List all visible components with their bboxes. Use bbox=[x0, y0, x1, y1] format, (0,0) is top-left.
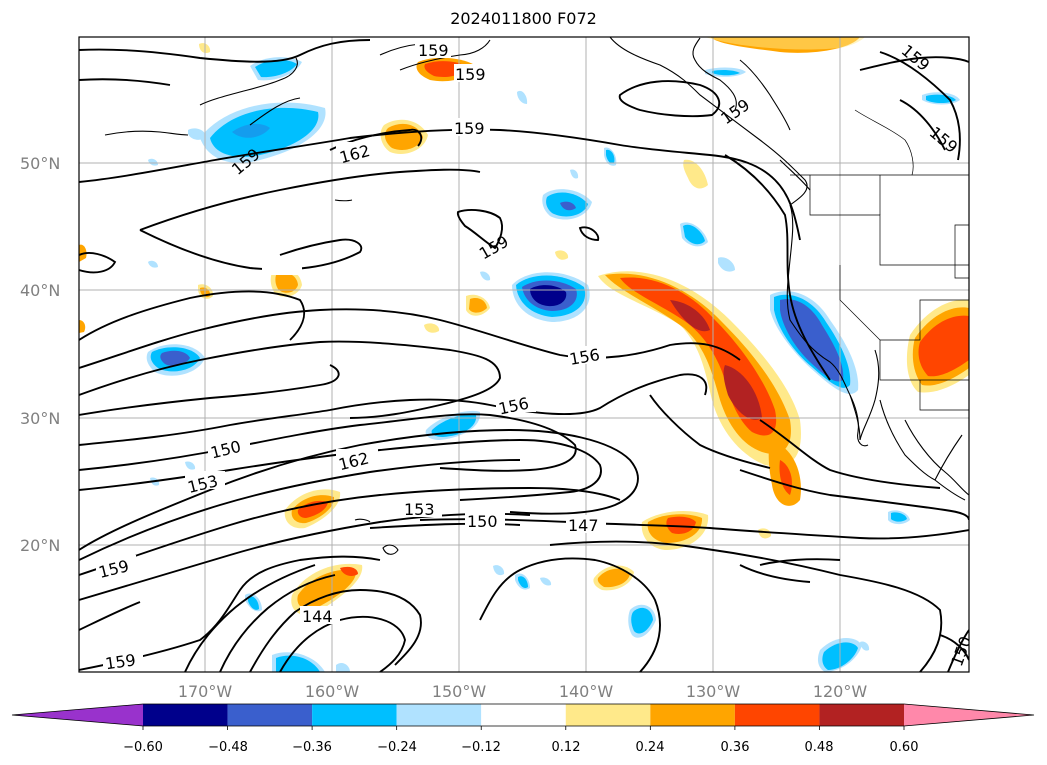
lat-label: 20°N bbox=[20, 536, 60, 555]
colorbar-segment bbox=[312, 704, 397, 726]
colorbar-tick: 0.12 bbox=[552, 740, 581, 755]
colorbar-tick: 0.48 bbox=[805, 740, 834, 755]
contour-label: 159 bbox=[104, 650, 137, 673]
colorbar-ticks: −0.60 −0.48 −0.36 −0.24 −0.12 0.12 0.24 … bbox=[123, 740, 918, 755]
colorbar-tick: −0.12 bbox=[461, 740, 501, 755]
latitude-labels: 50°N 40°N 30°N 20°N bbox=[20, 154, 60, 555]
colorbar-tick: 0.36 bbox=[721, 740, 750, 755]
lat-label: 30°N bbox=[20, 409, 60, 428]
contour-label-layer bbox=[96, 40, 606, 669]
contour-label: 159 bbox=[418, 41, 449, 60]
lat-label: 50°N bbox=[20, 154, 60, 173]
lon-label: 160°W bbox=[305, 682, 360, 701]
lat-label: 40°N bbox=[20, 281, 60, 300]
colorbar-segment bbox=[819, 704, 904, 726]
contour-label: 150 bbox=[467, 512, 498, 531]
colorbar-segment bbox=[143, 704, 228, 726]
lon-label: 140°W bbox=[559, 682, 614, 701]
colorbar-segment bbox=[734, 704, 820, 726]
colorbar-segment bbox=[396, 704, 482, 726]
colorbar-extend-right bbox=[904, 704, 1034, 726]
colorbar-tick: −0.36 bbox=[292, 740, 332, 755]
contour-label: 147 bbox=[568, 516, 599, 535]
coastlines bbox=[104, 37, 969, 555]
colorbar-segment bbox=[481, 704, 566, 726]
plot-frame bbox=[78, 36, 970, 673]
contour-label: 159 bbox=[454, 119, 485, 138]
graticule bbox=[79, 37, 969, 672]
contour-label: 153 bbox=[404, 500, 435, 519]
lon-label: 170°W bbox=[178, 682, 233, 701]
colorbar-segment bbox=[227, 704, 313, 726]
lon-label: 130°W bbox=[686, 682, 741, 701]
colorbar-tick: 0.60 bbox=[890, 740, 919, 755]
colorbar-tick: −0.60 bbox=[123, 740, 163, 755]
colorbar-tick: 0.24 bbox=[636, 740, 665, 755]
lon-label: 150°W bbox=[432, 682, 487, 701]
contour-label: 144 bbox=[302, 607, 333, 626]
colorbar-segment bbox=[650, 704, 735, 726]
political-borders bbox=[790, 109, 969, 411]
colorbar bbox=[11, 703, 1035, 730]
anomaly-shading bbox=[79, 37, 969, 672]
colorbar-tick: −0.24 bbox=[377, 740, 417, 755]
longitude-labels: 170°W 160°W 150°W 140°W 130°W 120°W bbox=[178, 682, 868, 701]
contour-label: 159 bbox=[455, 65, 486, 84]
colorbar-tick: −0.48 bbox=[208, 740, 248, 755]
colorbar-segment bbox=[565, 704, 651, 726]
lon-label: 120°W bbox=[813, 682, 868, 701]
colorbar-extend-left bbox=[12, 704, 143, 726]
map-title: 2024011800 F072 bbox=[450, 9, 597, 28]
